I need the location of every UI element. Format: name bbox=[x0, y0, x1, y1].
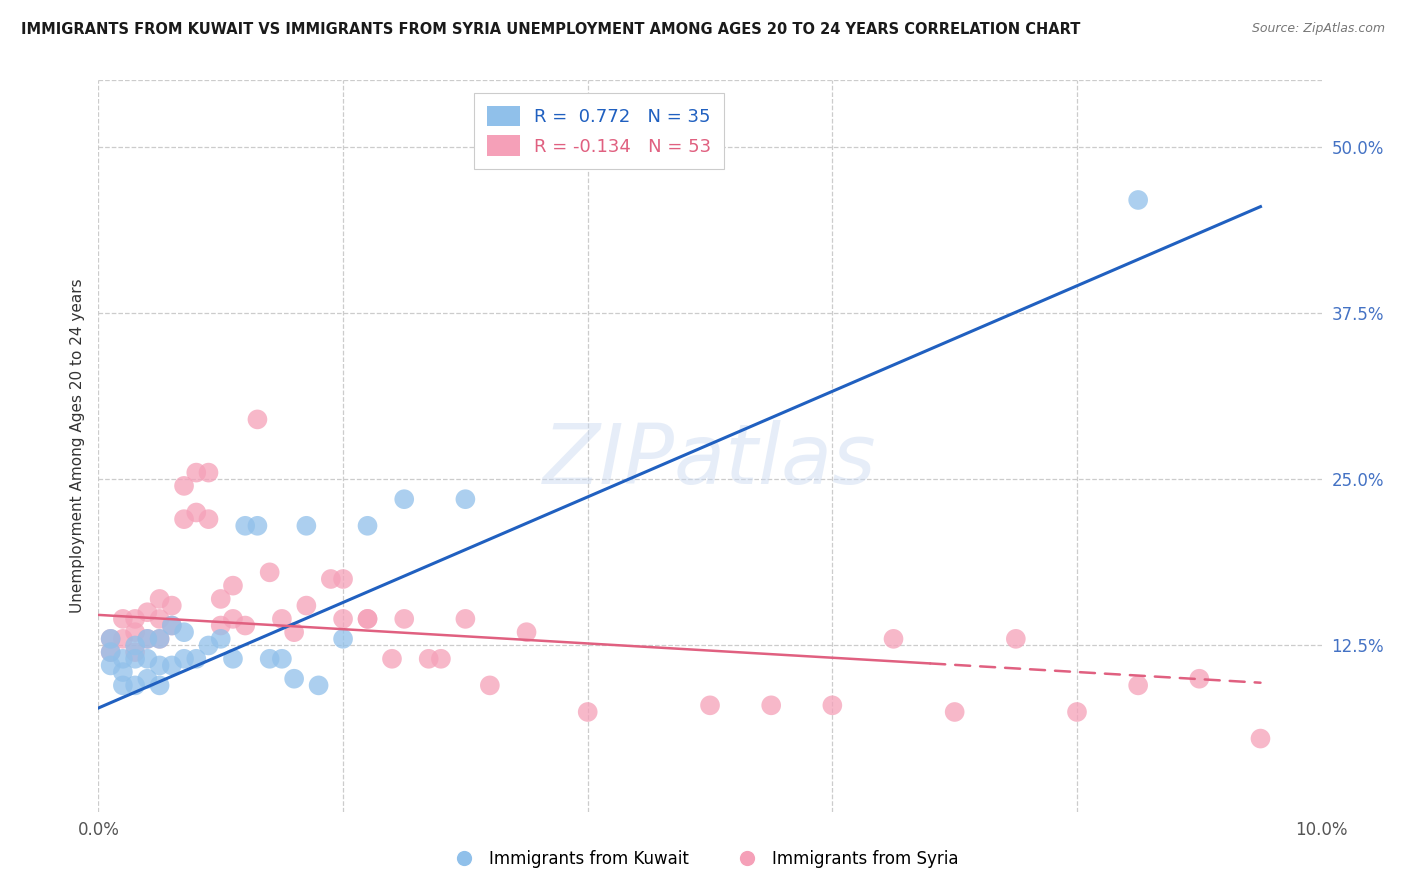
Point bbox=[136, 632, 159, 646]
Point bbox=[308, 678, 330, 692]
Point bbox=[1188, 672, 1211, 686]
Point bbox=[160, 599, 183, 613]
Point bbox=[516, 625, 538, 640]
Point bbox=[356, 612, 378, 626]
Point bbox=[233, 618, 256, 632]
Point bbox=[332, 612, 354, 626]
Point bbox=[270, 652, 292, 666]
Point bbox=[100, 658, 122, 673]
Point bbox=[100, 645, 122, 659]
Point bbox=[111, 652, 134, 666]
Point bbox=[259, 566, 281, 580]
Point bbox=[149, 632, 172, 646]
Point bbox=[454, 612, 477, 626]
Point bbox=[1066, 705, 1088, 719]
Point bbox=[270, 612, 292, 626]
Point bbox=[186, 506, 208, 520]
Point bbox=[283, 625, 305, 640]
Point bbox=[454, 492, 477, 507]
Point bbox=[246, 518, 269, 533]
Point bbox=[883, 632, 905, 646]
Point bbox=[111, 632, 134, 646]
Point bbox=[576, 705, 599, 719]
Point bbox=[111, 665, 134, 679]
Point bbox=[319, 572, 342, 586]
Point bbox=[136, 672, 159, 686]
Point bbox=[160, 658, 183, 673]
Point bbox=[136, 652, 159, 666]
Legend: R =  0.772   N = 35, R = -0.134   N = 53: R = 0.772 N = 35, R = -0.134 N = 53 bbox=[474, 93, 724, 169]
Point bbox=[295, 518, 318, 533]
Point bbox=[943, 705, 966, 719]
Y-axis label: Unemployment Among Ages 20 to 24 years: Unemployment Among Ages 20 to 24 years bbox=[69, 278, 84, 614]
Point bbox=[186, 466, 208, 480]
Text: IMMIGRANTS FROM KUWAIT VS IMMIGRANTS FROM SYRIA UNEMPLOYMENT AMONG AGES 20 TO 24: IMMIGRANTS FROM KUWAIT VS IMMIGRANTS FRO… bbox=[21, 22, 1080, 37]
Point bbox=[124, 612, 146, 626]
Point bbox=[332, 632, 354, 646]
Point bbox=[100, 645, 122, 659]
Point bbox=[149, 591, 172, 606]
Point bbox=[197, 639, 219, 653]
Point bbox=[478, 678, 501, 692]
Point bbox=[173, 625, 195, 640]
Point bbox=[160, 618, 183, 632]
Point bbox=[124, 639, 146, 653]
Point bbox=[699, 698, 721, 713]
Legend: Immigrants from Kuwait, Immigrants from Syria: Immigrants from Kuwait, Immigrants from … bbox=[440, 844, 966, 875]
Point bbox=[111, 678, 134, 692]
Point bbox=[222, 612, 245, 626]
Point bbox=[149, 612, 172, 626]
Point bbox=[222, 579, 245, 593]
Point bbox=[1004, 632, 1026, 646]
Point bbox=[430, 652, 453, 666]
Point bbox=[100, 632, 122, 646]
Point bbox=[392, 492, 416, 507]
Point bbox=[124, 625, 146, 640]
Point bbox=[160, 618, 183, 632]
Point bbox=[356, 612, 378, 626]
Point bbox=[259, 652, 281, 666]
Point bbox=[209, 591, 232, 606]
Point bbox=[332, 572, 354, 586]
Text: Source: ZipAtlas.com: Source: ZipAtlas.com bbox=[1251, 22, 1385, 36]
Point bbox=[1128, 678, 1150, 692]
Text: ZIPatlas: ZIPatlas bbox=[543, 420, 877, 501]
Point bbox=[100, 632, 122, 646]
Point bbox=[124, 652, 146, 666]
Point bbox=[186, 652, 208, 666]
Point bbox=[381, 652, 404, 666]
Point bbox=[246, 412, 269, 426]
Point bbox=[1249, 731, 1271, 746]
Point bbox=[124, 645, 146, 659]
Point bbox=[149, 658, 172, 673]
Point bbox=[173, 479, 195, 493]
Point bbox=[759, 698, 782, 713]
Point bbox=[111, 612, 134, 626]
Point bbox=[136, 605, 159, 619]
Point bbox=[136, 632, 159, 646]
Point bbox=[1128, 193, 1150, 207]
Point bbox=[173, 652, 195, 666]
Point bbox=[821, 698, 844, 713]
Point bbox=[356, 518, 378, 533]
Point bbox=[418, 652, 440, 666]
Point bbox=[222, 652, 245, 666]
Point bbox=[233, 518, 256, 533]
Point bbox=[124, 678, 146, 692]
Point bbox=[149, 632, 172, 646]
Point bbox=[197, 466, 219, 480]
Point bbox=[209, 618, 232, 632]
Point bbox=[209, 632, 232, 646]
Point bbox=[173, 512, 195, 526]
Point bbox=[283, 672, 305, 686]
Point bbox=[149, 678, 172, 692]
Point bbox=[197, 512, 219, 526]
Point bbox=[392, 612, 416, 626]
Point bbox=[295, 599, 318, 613]
